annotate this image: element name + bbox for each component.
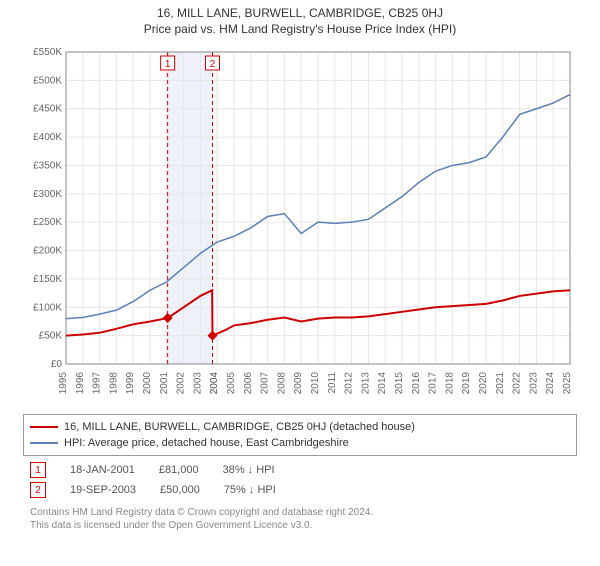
legend-label: 16, MILL LANE, BURWELL, CAMBRIDGE, CB25 … xyxy=(64,421,415,433)
chart-subtitle: Price paid vs. HM Land Registry's House … xyxy=(0,22,600,36)
svg-text:2018: 2018 xyxy=(444,372,455,395)
data-point-price: £81,000 xyxy=(159,464,199,476)
svg-text:£200K: £200K xyxy=(33,246,62,257)
svg-text:2014: 2014 xyxy=(377,372,388,395)
svg-text:2003: 2003 xyxy=(192,372,203,395)
svg-text:2006: 2006 xyxy=(243,372,254,395)
data-point-delta: 75% ↓ HPI xyxy=(224,484,276,496)
svg-text:2004: 2004 xyxy=(209,372,220,395)
svg-text:2001: 2001 xyxy=(159,372,170,395)
data-point-row: 2 19-SEP-2003 £50,000 75% ↓ HPI xyxy=(30,480,570,500)
chart-svg: £0 £50K £100K £150K £200K £250K £300K £350K £400… xyxy=(20,44,580,404)
footer-line: Contains HM Land Registry data © Crown c… xyxy=(30,506,570,519)
svg-text:£450K: £450K xyxy=(33,104,62,115)
svg-text:£50K: £50K xyxy=(39,331,63,342)
svg-text:£350K: £350K xyxy=(33,160,62,171)
svg-text:2021: 2021 xyxy=(495,372,506,395)
footer-line: This data is licensed under the Open Gov… xyxy=(30,519,570,532)
chart-title: 16, MILL LANE, BURWELL, CAMBRIDGE, CB25 … xyxy=(0,6,600,20)
data-point-date: 18-JAN-2001 xyxy=(70,464,135,476)
svg-text:2013: 2013 xyxy=(360,372,371,395)
data-point-delta: 38% ↓ HPI xyxy=(223,464,275,476)
svg-text:2008: 2008 xyxy=(276,372,287,395)
svg-text:£400K: £400K xyxy=(33,132,62,143)
svg-text:£500K: £500K xyxy=(33,75,62,86)
legend: 16, MILL LANE, BURWELL, CAMBRIDGE, CB25 … xyxy=(23,414,577,456)
data-point-list: 1 18-JAN-2001 £81,000 38% ↓ HPI 2 19-SEP… xyxy=(30,460,570,500)
chart-area: £0 £50K £100K £150K £200K £250K £300K £350K £400… xyxy=(20,44,580,404)
svg-text:2015: 2015 xyxy=(394,372,405,395)
data-point-price: £50,000 xyxy=(160,484,200,496)
svg-text:2010: 2010 xyxy=(310,372,321,395)
legend-item: 16, MILL LANE, BURWELL, CAMBRIDGE, CB25 … xyxy=(30,419,570,435)
svg-text:£0: £0 xyxy=(51,359,63,370)
svg-text:£300K: £300K xyxy=(33,189,62,200)
legend-label: HPI: Average price, detached house, East… xyxy=(64,437,349,449)
footer: Contains HM Land Registry data © Crown c… xyxy=(30,506,570,532)
svg-text:2: 2 xyxy=(210,59,216,70)
data-point-row: 1 18-JAN-2001 £81,000 38% ↓ HPI xyxy=(30,460,570,480)
legend-swatch xyxy=(30,426,58,428)
svg-text:2011: 2011 xyxy=(327,372,338,394)
svg-text:1999: 1999 xyxy=(125,372,136,395)
svg-text:2012: 2012 xyxy=(344,372,355,395)
legend-item: HPI: Average price, detached house, East… xyxy=(30,435,570,451)
svg-text:1998: 1998 xyxy=(108,372,119,395)
svg-text:2020: 2020 xyxy=(478,372,489,395)
marker-badge: 2 xyxy=(30,482,46,498)
svg-text:2019: 2019 xyxy=(461,372,472,395)
svg-text:1997: 1997 xyxy=(92,372,103,395)
svg-text:2009: 2009 xyxy=(293,372,304,395)
svg-text:£550K: £550K xyxy=(33,47,62,58)
svg-text:2002: 2002 xyxy=(176,372,187,395)
svg-text:2022: 2022 xyxy=(512,372,523,395)
svg-text:2016: 2016 xyxy=(411,372,422,395)
svg-text:1995: 1995 xyxy=(58,372,69,395)
svg-text:2025: 2025 xyxy=(562,372,573,395)
svg-text:£250K: £250K xyxy=(33,217,62,228)
svg-text:2023: 2023 xyxy=(528,372,539,395)
svg-text:£100K: £100K xyxy=(33,302,62,313)
svg-text:2000: 2000 xyxy=(142,372,153,395)
data-point-date: 19-SEP-2003 xyxy=(70,484,136,496)
svg-text:1: 1 xyxy=(165,59,171,70)
marker-badge: 1 xyxy=(30,462,46,478)
svg-text:£150K: £150K xyxy=(33,274,62,285)
svg-text:1996: 1996 xyxy=(75,372,86,395)
legend-swatch xyxy=(30,442,58,444)
svg-text:2024: 2024 xyxy=(545,372,556,395)
svg-text:2017: 2017 xyxy=(428,372,439,395)
svg-text:2007: 2007 xyxy=(260,372,271,395)
svg-text:2005: 2005 xyxy=(226,372,237,395)
